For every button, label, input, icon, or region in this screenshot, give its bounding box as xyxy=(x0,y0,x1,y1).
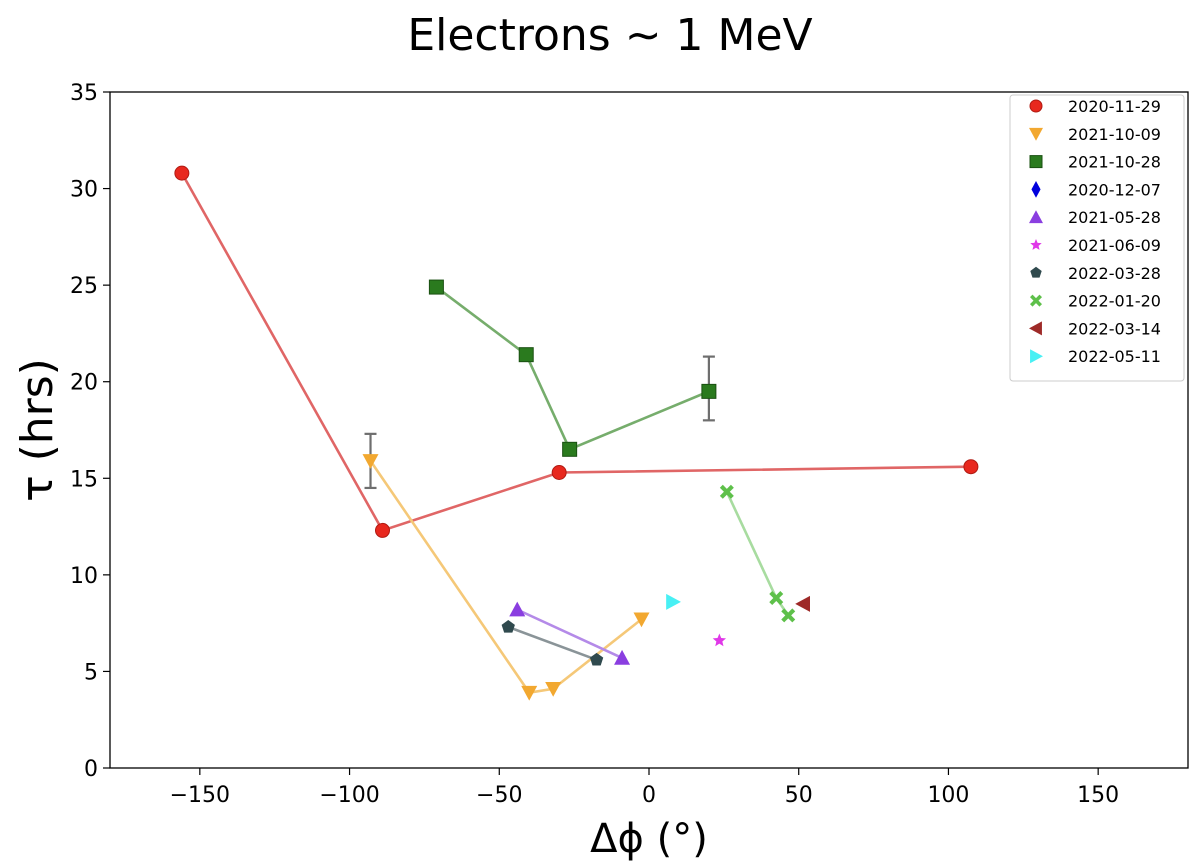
series-markers xyxy=(174,165,979,701)
legend-label: 2021-10-28 xyxy=(1068,153,1161,172)
data-point-2020-11-29 xyxy=(551,464,567,480)
y-tick-label: 10 xyxy=(70,564,98,589)
legend-marker xyxy=(1029,155,1043,169)
x-tick-label: −150 xyxy=(170,783,230,808)
legend-label: 2022-05-11 xyxy=(1068,347,1161,366)
legend: 2020-11-29 2021-10-09 2021-10-28 2020-12-07… xyxy=(1009,94,1185,382)
data-point-2021-10-28 xyxy=(562,441,578,457)
data-point-2022-05-11 xyxy=(666,593,681,610)
legend-marker xyxy=(1029,210,1043,224)
data-point-2022-01-20 xyxy=(719,484,734,499)
y-axis-label: τ (hrs) xyxy=(12,358,63,502)
legend-item: 2021-06-09 xyxy=(1030,236,1161,255)
x-tick-label: 150 xyxy=(1077,783,1119,808)
legend-label: 2020-11-29 xyxy=(1068,97,1161,116)
data-point-2021-10-09 xyxy=(545,682,562,697)
data-point-2020-11-29 xyxy=(963,459,979,475)
legend-item: 2021-10-09 xyxy=(1029,125,1161,144)
data-point-2022-03-28 xyxy=(501,620,515,633)
series-line-2021-05-28 xyxy=(516,608,623,660)
legend-marker xyxy=(1029,127,1043,141)
series-line-2020-11-29 xyxy=(180,172,971,532)
data-point-2022-01-20 xyxy=(781,608,796,623)
data-point-2021-10-28 xyxy=(518,347,534,363)
legend-item: 2022-05-11 xyxy=(1030,347,1161,366)
y-tick-label: 30 xyxy=(70,178,98,203)
data-point-2021-10-09 xyxy=(362,454,379,469)
error-bars xyxy=(364,355,715,490)
y-tick-label: 25 xyxy=(70,274,98,299)
y-tick-label: 15 xyxy=(70,467,98,492)
legend-marker xyxy=(1029,99,1043,113)
plot-area: −150 −100 −50 0 50 100 150 0 5 10 15 20 25 30 35 xyxy=(70,81,1189,808)
x-tick-label: 50 xyxy=(785,783,813,808)
legend-item: 2021-05-28 xyxy=(1029,208,1161,227)
data-point-2021-06-09 xyxy=(712,633,727,647)
legend-label: 2022-01-20 xyxy=(1068,292,1161,311)
x-tick-label: 100 xyxy=(927,783,969,808)
data-point-2022-01-20 xyxy=(769,591,784,606)
series-lines xyxy=(180,172,971,695)
legend-item: 2020-11-29 xyxy=(1029,97,1161,116)
data-point-2021-10-28 xyxy=(428,279,444,295)
x-axis: −150 −100 −50 0 50 100 150 xyxy=(170,768,1119,808)
legend-item: 2020-12-07 xyxy=(1031,180,1161,199)
legend-box xyxy=(1009,94,1185,382)
x-tick-label: −100 xyxy=(319,783,379,808)
y-tick-label: 5 xyxy=(84,660,98,685)
data-point-2021-10-09 xyxy=(633,612,650,628)
x-tick-label: −50 xyxy=(476,783,522,808)
legend-label: 2020-12-07 xyxy=(1068,180,1161,199)
legend-item: 2022-01-20 xyxy=(1030,292,1161,311)
series-line-2022-03-28 xyxy=(507,625,598,662)
data-point-2021-10-28 xyxy=(701,383,717,399)
data-point-2022-03-28 xyxy=(589,652,604,666)
y-tick-label: 35 xyxy=(70,81,98,106)
data-point-2021-05-28 xyxy=(509,601,526,617)
series-line-2021-10-28 xyxy=(435,286,710,451)
legend-marker xyxy=(1031,181,1041,198)
y-tick-label: 20 xyxy=(70,371,98,396)
data-point-2020-11-29 xyxy=(174,165,190,181)
legend-item: 2022-03-14 xyxy=(1029,319,1161,338)
legend-marker xyxy=(1030,349,1043,364)
x-axis-label: Δϕ (°) xyxy=(590,816,708,862)
data-point-2020-11-29 xyxy=(374,522,390,538)
data-point-2021-05-28 xyxy=(614,649,631,665)
data-point-2022-03-14 xyxy=(795,595,811,612)
legend-marker xyxy=(1029,321,1042,336)
legend-marker xyxy=(1030,294,1042,307)
x-tick-label: 0 xyxy=(642,783,656,808)
legend-label: 2021-10-09 xyxy=(1068,125,1161,144)
legend-label: 2022-03-14 xyxy=(1068,319,1161,338)
legend-label: 2021-06-09 xyxy=(1068,236,1161,255)
legend-item: 2021-10-28 xyxy=(1029,153,1161,172)
legend-label: 2021-05-28 xyxy=(1068,208,1161,227)
data-point-2021-10-09 xyxy=(521,685,538,701)
chart-title: Electrons ∼ 1 MeV xyxy=(407,10,812,61)
legend-item: 2022-03-28 xyxy=(1030,264,1161,283)
y-tick-label: 0 xyxy=(84,757,98,782)
legend-marker xyxy=(1030,239,1042,250)
legend-label: 2022-03-28 xyxy=(1068,264,1161,283)
legend-marker xyxy=(1030,266,1042,278)
y-axis: 0 5 10 15 20 25 30 35 xyxy=(70,81,110,782)
